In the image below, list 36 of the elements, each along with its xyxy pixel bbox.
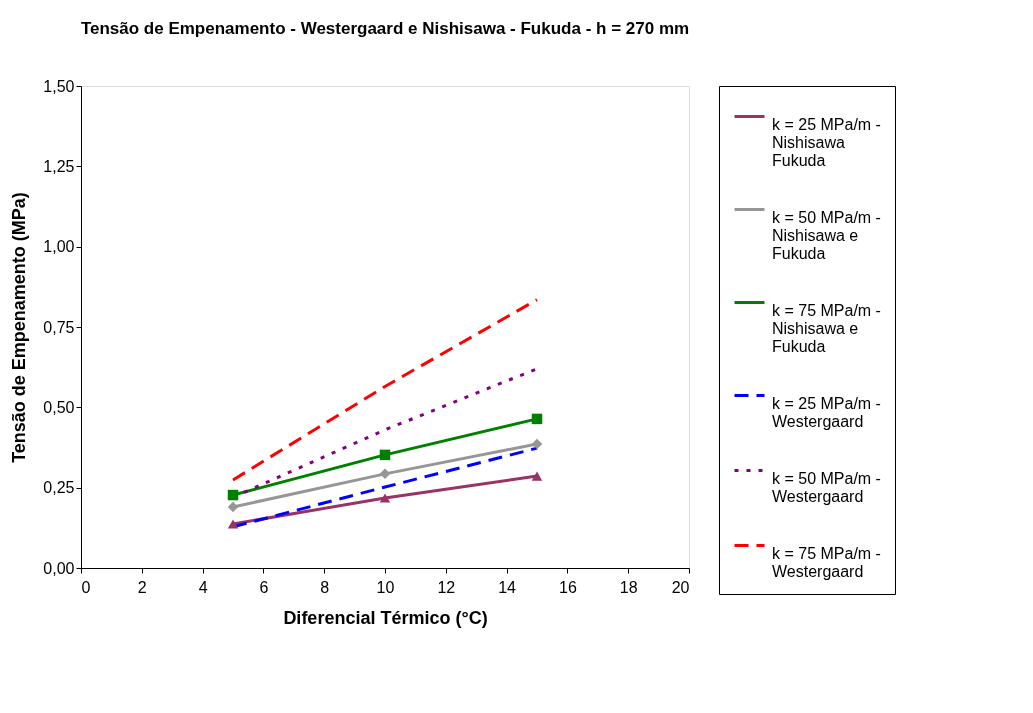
x-tick-label: 16 [559,578,577,596]
legend-label: k = 50 MPa/m - Nishisawa e Fukuda [772,208,881,262]
x-tick-label: 18 [619,578,638,596]
point [531,413,543,425]
chart-title: Tensão de Empenamento - Westergaard e Nishisawa - Fukuda - h = 270 mm [80,19,690,38]
point [531,471,543,481]
point [531,438,543,450]
y-tick-label: 1,50 [43,77,75,95]
x-tick-label: 8 [320,578,330,596]
x-tick-label: 0 [81,578,91,596]
x-tick-label: 4 [198,578,208,596]
y-tick-label: 0,25 [43,479,75,497]
legend-label: k = 25 MPa/m - Westergaard [772,394,881,430]
x-tick-label: 12 [437,578,456,596]
x-tick-label: 6 [259,578,269,596]
y-tick-label: 0,50 [43,398,75,416]
x-axis-title: Diferencial Térmico (°C) [283,607,488,628]
point [227,489,239,501]
y-axis-title: Tensão de Empenamento (MPa) [9,192,30,463]
point [227,501,239,513]
legend-label: k = 25 MPa/m - Nishisawa Fukuda [772,115,881,169]
legend-label: k = 50 MPa/m - Westergaard [772,469,881,505]
x-tick-label: 14 [498,578,517,596]
y-tick-label: 0,75 [43,318,75,336]
point [379,449,391,461]
y-tick-label: 1,25 [43,157,75,175]
point [379,468,391,480]
point [227,519,239,529]
legend-label: k = 75 MPa/m - Nishisawa e Fukuda [772,301,881,355]
y-tick-label: 0,00 [43,559,75,577]
x-tick-label: 20 [671,578,690,596]
x-tick-label: 10 [376,578,395,596]
point [379,493,391,503]
x-tick-label: 2 [137,578,147,596]
y-tick-label: 1,00 [43,238,75,256]
legend-label: k = 75 MPa/m - Westergaard [772,544,881,580]
